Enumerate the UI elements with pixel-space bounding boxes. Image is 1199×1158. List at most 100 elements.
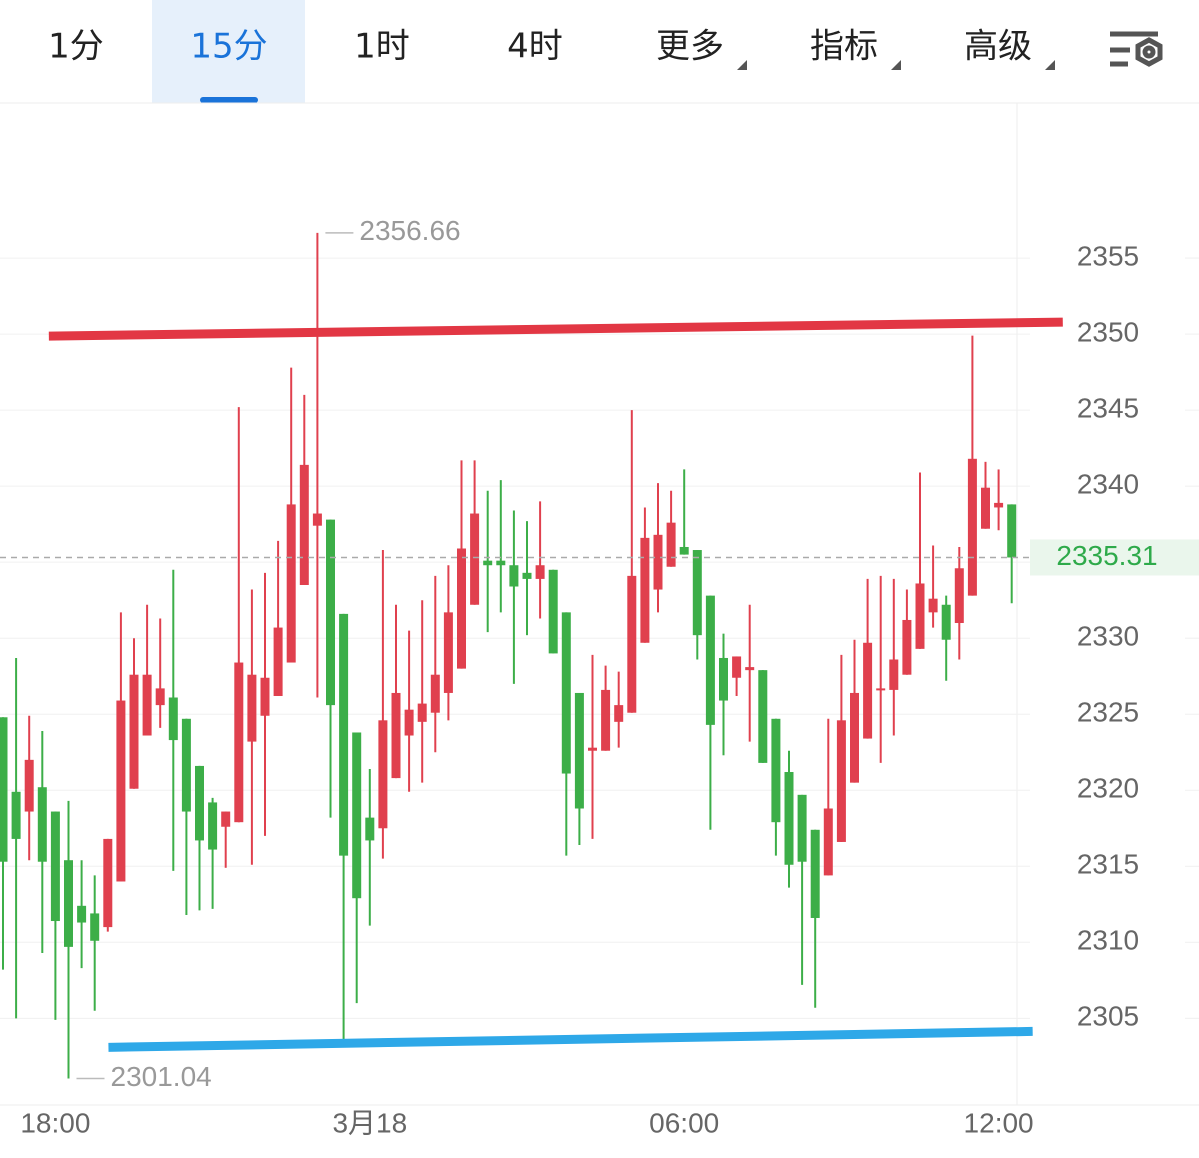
candle-body [470, 513, 480, 605]
tab[interactable]: 1时 [354, 27, 410, 67]
y-tick-label: 2315 [1077, 849, 1139, 880]
active-tab-indicator [200, 97, 258, 103]
candle-body [378, 720, 388, 829]
candle-body [548, 569, 558, 654]
candle-body [771, 718, 781, 823]
candle-body [352, 732, 362, 899]
candle-body [692, 550, 702, 636]
candle-body [666, 522, 676, 567]
candle-body [11, 791, 21, 839]
candle-body [705, 595, 715, 725]
last-price-label: 2335.31 [1056, 540, 1157, 571]
candle-body [889, 659, 899, 690]
candle-body [155, 688, 165, 706]
candle-body [967, 458, 977, 596]
candle-body [260, 677, 270, 716]
candle-body [941, 604, 951, 640]
candle-body [836, 720, 846, 842]
candle-body [627, 575, 637, 713]
candle-body [142, 674, 152, 736]
candle-body [234, 662, 244, 823]
candle-body [312, 513, 322, 526]
candle-body [981, 487, 990, 529]
y-tick-label: 2350 [1077, 317, 1139, 348]
candle-body [326, 519, 335, 706]
candle-body [588, 747, 597, 751]
extreme-label: 2356.66 [359, 215, 460, 246]
tab[interactable]: 1分 [48, 27, 104, 67]
candle-body [732, 656, 742, 678]
active-tab-bg [152, 0, 305, 103]
tab[interactable]: 15分 [190, 27, 267, 67]
candle-body [247, 674, 257, 742]
y-tick-label: 2320 [1077, 773, 1139, 804]
candle-body [50, 811, 60, 922]
candle-body [640, 537, 650, 643]
y-tick-label: 2330 [1077, 621, 1139, 652]
tab[interactable]: 4时 [507, 27, 563, 67]
candle-body [208, 802, 218, 850]
candle-body [823, 808, 833, 876]
tab[interactable]: 指标 [810, 27, 878, 67]
y-tick-label: 2305 [1077, 1001, 1139, 1032]
candle-body [758, 670, 768, 763]
y-tick-label: 2355 [1077, 240, 1139, 271]
candle-body [797, 794, 807, 862]
candle-body [876, 688, 886, 691]
candle-body [653, 534, 663, 590]
candle-body [64, 860, 73, 947]
last-price-box [1030, 539, 1199, 576]
settings-icon[interactable] [1110, 31, 1163, 67]
candle-body [601, 689, 611, 751]
candle-body [273, 627, 283, 696]
candle-body [195, 765, 204, 841]
candle-body [496, 560, 506, 566]
candle-body [784, 772, 794, 865]
candle-body [863, 642, 873, 739]
candle-body [443, 612, 453, 693]
candle-body [954, 568, 964, 624]
candle-body [810, 829, 820, 918]
candle-body [719, 657, 728, 701]
tab[interactable]: 高级 [964, 27, 1032, 67]
candle-body [535, 565, 545, 579]
candle-body [561, 612, 571, 774]
candle-body [614, 705, 624, 722]
candle-body [391, 692, 401, 779]
y-tick-label: 2310 [1077, 925, 1139, 956]
candle-body [679, 546, 689, 555]
candle-body [850, 692, 859, 783]
candle-body [404, 709, 414, 736]
y-tick-label: 2325 [1077, 697, 1139, 728]
candle-body [417, 703, 427, 722]
candle-body [77, 905, 87, 923]
x-tick-label: 18:00 [20, 1107, 90, 1138]
candle-body [181, 718, 191, 812]
candle-body [116, 700, 126, 882]
trendline [48, 317, 1063, 341]
x-tick-label: 12:00 [964, 1107, 1034, 1138]
dropdown-arrows [737, 60, 1055, 70]
candle-body [902, 619, 912, 675]
candle-body [168, 697, 178, 741]
candle-body [24, 759, 34, 812]
candle-body [522, 572, 532, 579]
x-tick-label: 3月18 [332, 1107, 407, 1138]
candle-body [928, 598, 938, 613]
candle-body [1007, 504, 1017, 558]
tab[interactable]: 更多 [656, 27, 724, 67]
trendline [108, 1026, 1033, 1052]
candle-body [745, 667, 755, 671]
candle-body [994, 502, 1004, 508]
candle-body [430, 674, 440, 713]
candle-body [286, 504, 296, 663]
candle-body [129, 674, 139, 789]
candle-body [37, 787, 47, 862]
candle-body [221, 811, 231, 827]
candle-body [509, 565, 519, 587]
candle-body [574, 692, 584, 809]
candle-body [90, 913, 100, 941]
x-tick-label: 06:00 [649, 1107, 719, 1138]
